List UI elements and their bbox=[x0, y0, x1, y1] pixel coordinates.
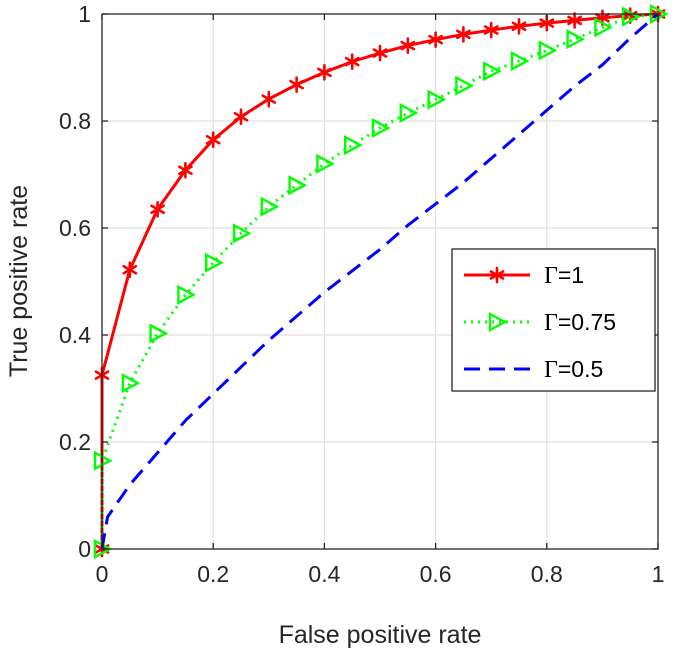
data-point-gamma-075 bbox=[427, 89, 447, 110]
legend-label-gamma-1: Γ=1 bbox=[544, 262, 584, 289]
y-tick-label: 0.4 bbox=[59, 322, 91, 348]
data-point-gamma-075 bbox=[455, 75, 474, 96]
data-point-gamma-1 bbox=[122, 261, 138, 279]
legend-label-gamma-05: Γ=0.5 bbox=[544, 356, 603, 383]
data-point-gamma-075 bbox=[288, 175, 308, 196]
data-point-gamma-1 bbox=[178, 161, 193, 179]
data-point-gamma-1 bbox=[511, 18, 527, 35]
data-point-gamma-1 bbox=[289, 76, 304, 93]
x-axis-title: False positive rate bbox=[279, 621, 482, 649]
y-tick-label: 1 bbox=[78, 1, 91, 27]
x-tick-label: 0.8 bbox=[531, 561, 563, 587]
data-point-gamma-075 bbox=[399, 102, 419, 123]
data-point-gamma-075 bbox=[316, 153, 335, 174]
data-point-gamma-075 bbox=[371, 117, 391, 138]
data-point-gamma-075 bbox=[483, 61, 502, 82]
y-tick-label: 0.2 bbox=[59, 429, 91, 455]
data-point-gamma-1 bbox=[150, 200, 165, 218]
data-point-gamma-075 bbox=[538, 40, 558, 61]
data-point-gamma-075 bbox=[622, 6, 641, 27]
data-point-gamma-075 bbox=[204, 252, 224, 273]
series-gamma-075 bbox=[93, 4, 669, 559]
x-tick-label: 0 bbox=[96, 561, 109, 587]
data-point-gamma-1 bbox=[205, 131, 221, 149]
y-tick-label: 0.8 bbox=[59, 108, 91, 134]
legend-label-gamma-075: Γ=0.75 bbox=[544, 309, 616, 336]
plot-frame bbox=[101, 13, 659, 550]
data-point-gamma-1 bbox=[233, 108, 249, 126]
data-point-gamma-075 bbox=[177, 284, 196, 305]
series-line-gamma-1 bbox=[100, 12, 659, 549]
data-point-gamma-1 bbox=[456, 26, 471, 43]
data-point-gamma-075 bbox=[260, 196, 280, 217]
data-point-gamma-1 bbox=[400, 37, 416, 54]
x-tick-label: 0.6 bbox=[420, 561, 452, 587]
data-point-gamma-1 bbox=[372, 44, 388, 62]
data-point-gamma-075 bbox=[594, 17, 613, 38]
legend: Γ=1 Γ=0.75 Γ=0.5 bbox=[451, 248, 656, 392]
legend-box bbox=[451, 248, 656, 392]
x-tick-label: 0.4 bbox=[308, 561, 340, 587]
axis-ticks: 0 0.2 0.4 0.6 0.8 1 0 0.2 0.4 0.6 0.8 1 bbox=[59, 1, 664, 587]
data-point-gamma-1 bbox=[317, 64, 332, 81]
data-point-gamma-1 bbox=[483, 21, 499, 39]
data-point-gamma-075 bbox=[566, 29, 586, 50]
y-tick-label: 0.6 bbox=[59, 215, 91, 241]
data-point-gamma-075 bbox=[149, 323, 169, 344]
legend-marker-gamma-1 bbox=[489, 266, 505, 284]
data-point-gamma-075 bbox=[510, 51, 530, 72]
data-point-gamma-1 bbox=[344, 53, 360, 70]
data-point-gamma-1 bbox=[261, 90, 277, 108]
legend-marker-gamma-075 bbox=[488, 312, 508, 332]
data-point-gamma-075 bbox=[232, 223, 252, 244]
data-point-gamma-075 bbox=[121, 373, 141, 394]
y-tick-label: 0 bbox=[78, 536, 91, 562]
data-point-gamma-1 bbox=[428, 31, 443, 48]
y-axis-title: True positive rate bbox=[5, 185, 33, 377]
data-point-gamma-1 bbox=[567, 12, 582, 29]
series-gamma-05 bbox=[100, 12, 659, 550]
data-point-gamma-075 bbox=[344, 135, 363, 156]
x-tick-label: 0.2 bbox=[197, 561, 229, 587]
x-tick-label: 1 bbox=[652, 561, 665, 587]
series-line-gamma-05 bbox=[100, 12, 659, 550]
